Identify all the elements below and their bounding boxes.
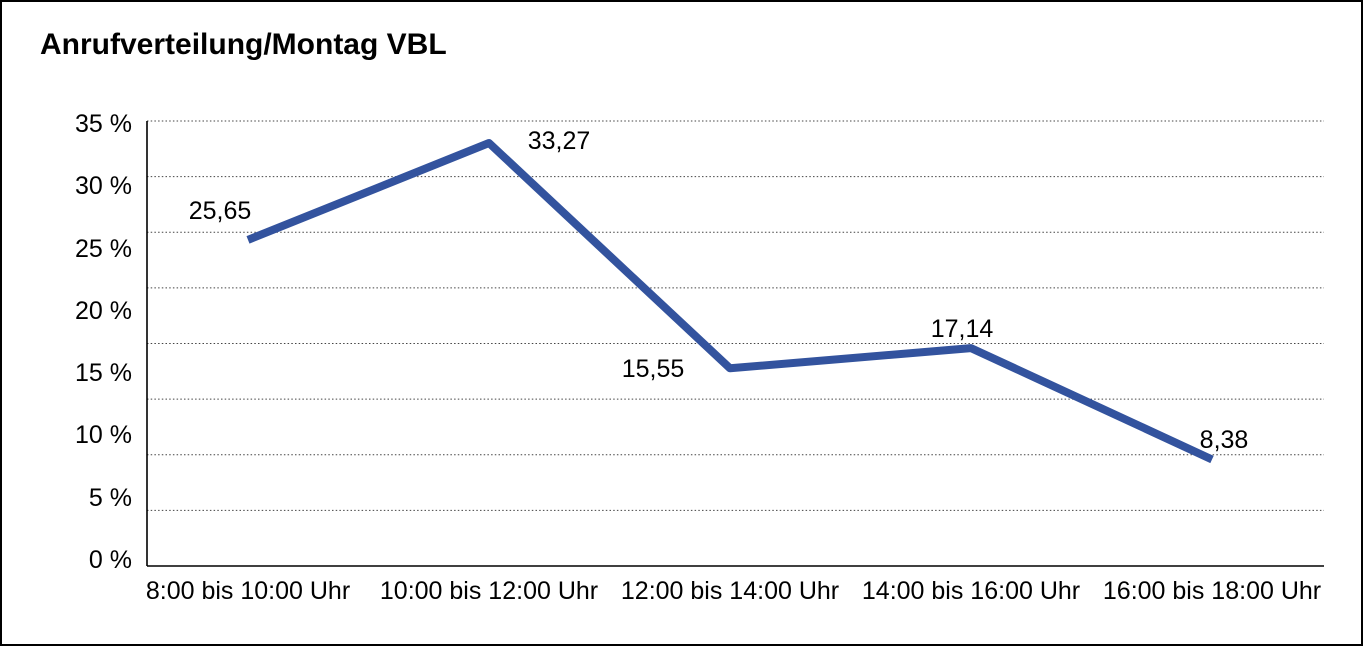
y-tick-label: 35 % <box>75 110 132 138</box>
series-line <box>246 138 1214 464</box>
data-point-label: 17,14 <box>930 315 994 344</box>
y-tick-label: 25 % <box>75 234 132 263</box>
y-tick-label: 30 % <box>75 172 132 201</box>
x-tick-label: 8:00 bis 10:00 Uhr <box>145 577 351 605</box>
data-point-label: 15,55 <box>621 355 685 384</box>
y-tick-label: 0 % <box>88 546 132 574</box>
x-tick-label: 12:00 bis 14:00 Uhr <box>620 577 840 605</box>
y-tick-label: 20 % <box>75 296 132 325</box>
data-point-label: 8,38 <box>1199 426 1249 455</box>
data-point-label: 33,27 <box>527 126 591 155</box>
x-tick-label: 14:00 bis 16:00 Uhr <box>861 577 1081 605</box>
chart-title: Anrufverteilung/Montag VBL <box>40 28 447 61</box>
y-tick-label: 10 % <box>75 421 132 450</box>
data-point-label: 25,65 <box>188 196 252 225</box>
y-tick-label: 15 % <box>75 359 132 388</box>
x-tick-label: 16:00 bis 18:00 Uhr <box>1102 577 1322 605</box>
x-tick-label: 10:00 bis 12:00 Uhr <box>379 577 599 605</box>
y-tick-label: 5 % <box>88 483 132 512</box>
